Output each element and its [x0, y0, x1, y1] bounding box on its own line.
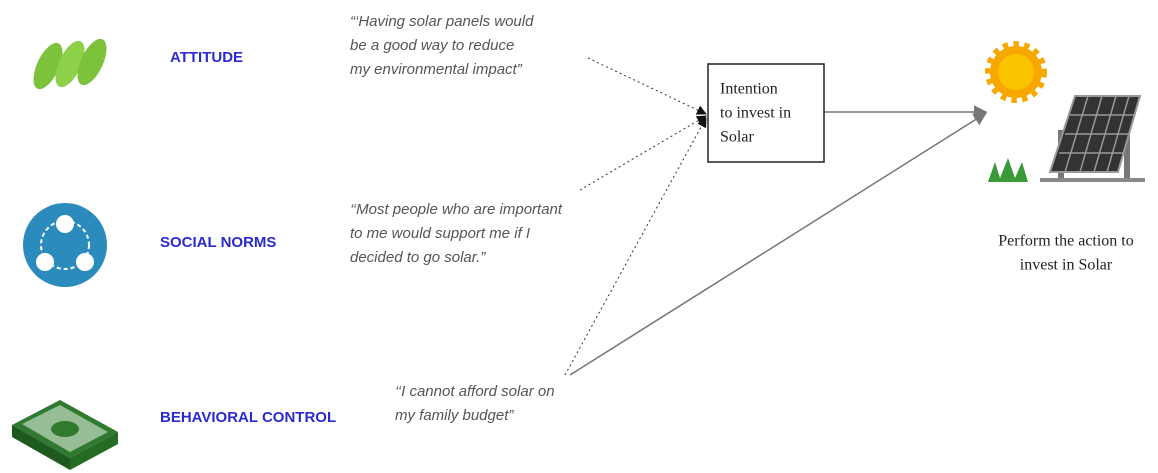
solar-panel-icon — [988, 95, 1145, 182]
quote-line: ‘‘Most people who are important — [350, 201, 563, 218]
intention-text: to invest in — [720, 105, 791, 122]
people-icon — [23, 203, 107, 287]
intention-box — [707, 63, 825, 163]
leaves-icon — [33, 38, 107, 90]
quote-line: decided to go solar.” — [350, 249, 486, 266]
quote-line: to me would support me if I — [350, 225, 530, 242]
intention-text: Solar — [720, 129, 754, 146]
money-icon — [12, 400, 118, 470]
arrow — [569, 112, 988, 376]
quote-line: my family budget” — [395, 407, 514, 424]
factor-label: BEHAVIORAL CONTROL — [160, 409, 336, 426]
action-text: Perform the action to — [998, 233, 1134, 250]
action-text: invest in Solar — [1020, 257, 1113, 274]
quote-line: my environmental impact” — [350, 61, 523, 78]
factor-label: ATTITUDE — [170, 49, 243, 66]
quote-line: ‘‘I cannot afford solar on — [395, 383, 555, 400]
dotted-arrow — [587, 57, 707, 115]
dotted-arrow — [564, 117, 707, 376]
quote-line: be a good way to reduce — [350, 37, 514, 54]
factor-label: SOCIAL NORMS — [160, 234, 276, 251]
texts: ATTITUDE “‘Having solar panels would be a … — [160, 13, 1134, 426]
sun-icon — [985, 41, 1047, 103]
intention-text: Intention — [720, 81, 778, 98]
quote-line: “‘Having solar panels would — [350, 13, 534, 30]
dotted-arrow — [579, 115, 707, 191]
